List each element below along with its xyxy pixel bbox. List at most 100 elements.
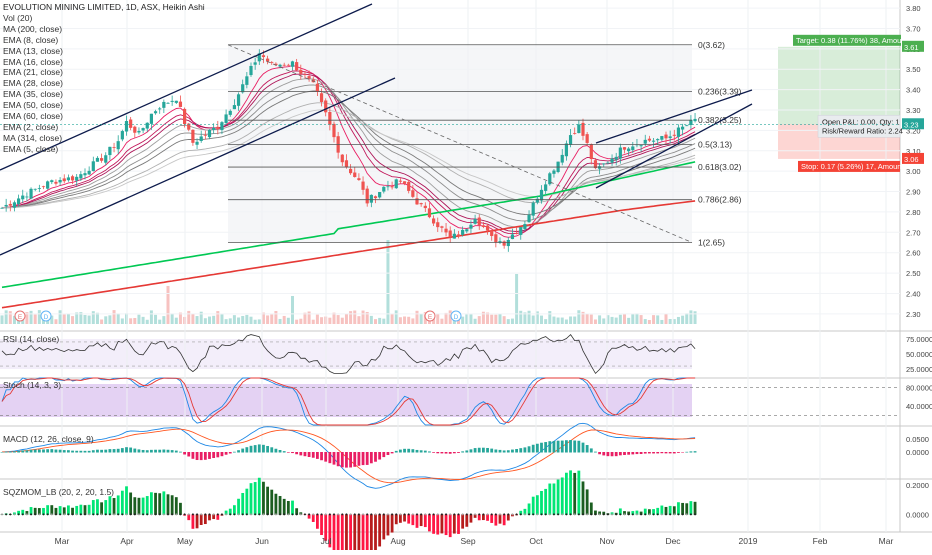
- sqz-dot: [449, 513, 452, 516]
- legend-item[interactable]: Vol (20): [3, 12, 33, 23]
- candle-body: [70, 176, 75, 181]
- sqz-dot: [349, 513, 352, 516]
- volume-bar: [527, 310, 531, 324]
- candle-body: [585, 134, 589, 143]
- sqz-dot: [606, 513, 609, 516]
- sqz-histogram-bar: [237, 498, 240, 515]
- macd-histogram-bar: [693, 451, 697, 453]
- sqz-dot: [30, 513, 33, 516]
- sqz-histogram-bar: [241, 493, 245, 515]
- sqz-dot: [345, 513, 348, 516]
- sqz-tick-label: 0.0000: [906, 510, 929, 519]
- candle-body: [672, 134, 676, 136]
- x-tick-label: May: [177, 536, 194, 546]
- sqz-dot: [196, 513, 199, 516]
- sqz-dot: [428, 513, 431, 516]
- sqz-dot: [121, 513, 124, 516]
- volume-bar: [286, 317, 290, 324]
- legend-item[interactable]: EMA (8, close): [3, 34, 59, 45]
- macd-histogram-bar: [349, 452, 352, 468]
- candle-body: [676, 127, 681, 137]
- ema-line: [1, 73, 696, 232]
- sqz-histogram-bar: [581, 481, 585, 515]
- sqz-histogram-bar: [166, 494, 170, 515]
- sqz-dot: [494, 513, 497, 516]
- sqz-dot: [125, 513, 128, 516]
- candle-body: [203, 134, 207, 136]
- volume-bar: [245, 314, 249, 324]
- legend-item[interactable]: EMA (21, close): [3, 67, 63, 78]
- sqz-pane-label[interactable]: SQZMOM_LB (20, 2, 20, 1.5): [3, 487, 115, 497]
- stoch-pane-label[interactable]: Stoch (14, 3, 3): [3, 380, 62, 390]
- candle-body: [12, 202, 17, 208]
- macd-histogram-bar: [75, 450, 79, 453]
- ma314-line: [1, 200, 696, 309]
- macd-histogram-bar: [685, 451, 689, 453]
- candle-body: [660, 136, 664, 140]
- macd-histogram-bar: [336, 452, 340, 467]
- volume-bar: [33, 314, 37, 324]
- sqz-dot: [146, 513, 149, 516]
- legend-item[interactable]: EMA (16, close): [3, 56, 63, 67]
- sqz-dot: [50, 513, 53, 516]
- volume-bar: [461, 316, 465, 324]
- sqz-dot: [353, 513, 356, 516]
- sqz-histogram-bar: [689, 501, 693, 515]
- legend-item[interactable]: MA (314, close): [3, 132, 63, 143]
- fib-level-label: 0.618(3.02): [698, 162, 742, 172]
- volume-bar: [411, 318, 415, 324]
- volume-bar: [50, 315, 54, 324]
- sqz-histogram-bar: [307, 514, 311, 519]
- legend-item[interactable]: EMA (35, close): [3, 89, 63, 100]
- rsi-pane-label[interactable]: RSI (14, close): [3, 334, 60, 344]
- candle-body: [124, 121, 129, 132]
- sqz-dot: [171, 513, 174, 516]
- candle-body: [116, 141, 120, 150]
- volume-bar: [249, 316, 253, 324]
- volume-bar: [573, 316, 577, 324]
- candle-body: [158, 108, 162, 110]
- legend-item[interactable]: EMA (13, close): [3, 45, 63, 56]
- legend-item[interactable]: EMA (28, close): [3, 78, 63, 89]
- macd-histogram-bar: [174, 450, 178, 453]
- candle-body: [17, 198, 21, 205]
- volume-bar: [191, 314, 195, 324]
- volume-bar: [12, 315, 16, 324]
- sqz-dot: [187, 513, 190, 516]
- candle-body: [8, 203, 12, 206]
- volume-bar: [133, 317, 137, 324]
- candle-body: [91, 161, 95, 172]
- sqz-histogram-bar: [560, 477, 564, 515]
- candle-body: [373, 196, 378, 199]
- macd-histogram-bar: [407, 448, 411, 453]
- macd-histogram-bar: [594, 451, 597, 453]
- sqz-dot: [540, 513, 543, 516]
- sqz-histogram-bar: [29, 507, 33, 515]
- macd-histogram-bar: [228, 452, 232, 454]
- volume-bar: [199, 311, 203, 324]
- sqz-histogram-bar: [415, 514, 419, 528]
- sqz-histogram-bar: [162, 491, 166, 515]
- macd-histogram-bar: [486, 447, 489, 453]
- macd-histogram-bar: [506, 450, 510, 453]
- macd-histogram-bar: [378, 452, 382, 460]
- candle-body: [477, 217, 481, 226]
- sqz-histogram-bar: [50, 505, 54, 515]
- sqz-dot: [528, 513, 531, 516]
- macd-pane-label[interactable]: MACD (12, 26, close, 9): [3, 434, 94, 444]
- volume-bar: [515, 274, 519, 324]
- sqz-histogram-bar: [212, 514, 216, 520]
- legend-item[interactable]: EMA (5, close): [3, 143, 59, 154]
- legend-item[interactable]: EMA (50, close): [3, 100, 63, 111]
- legend-item[interactable]: EMA (60, close): [3, 111, 63, 122]
- legend-item[interactable]: MA (200, close): [3, 23, 63, 34]
- volume-bar: [589, 314, 593, 324]
- legend-item[interactable]: EMA (2, close): [3, 121, 59, 132]
- volume-bar: [299, 318, 303, 324]
- sqz-dot: [586, 513, 589, 516]
- candle-body: [427, 208, 432, 218]
- sqz-histogram-bar: [598, 511, 601, 515]
- candle-body: [436, 222, 440, 228]
